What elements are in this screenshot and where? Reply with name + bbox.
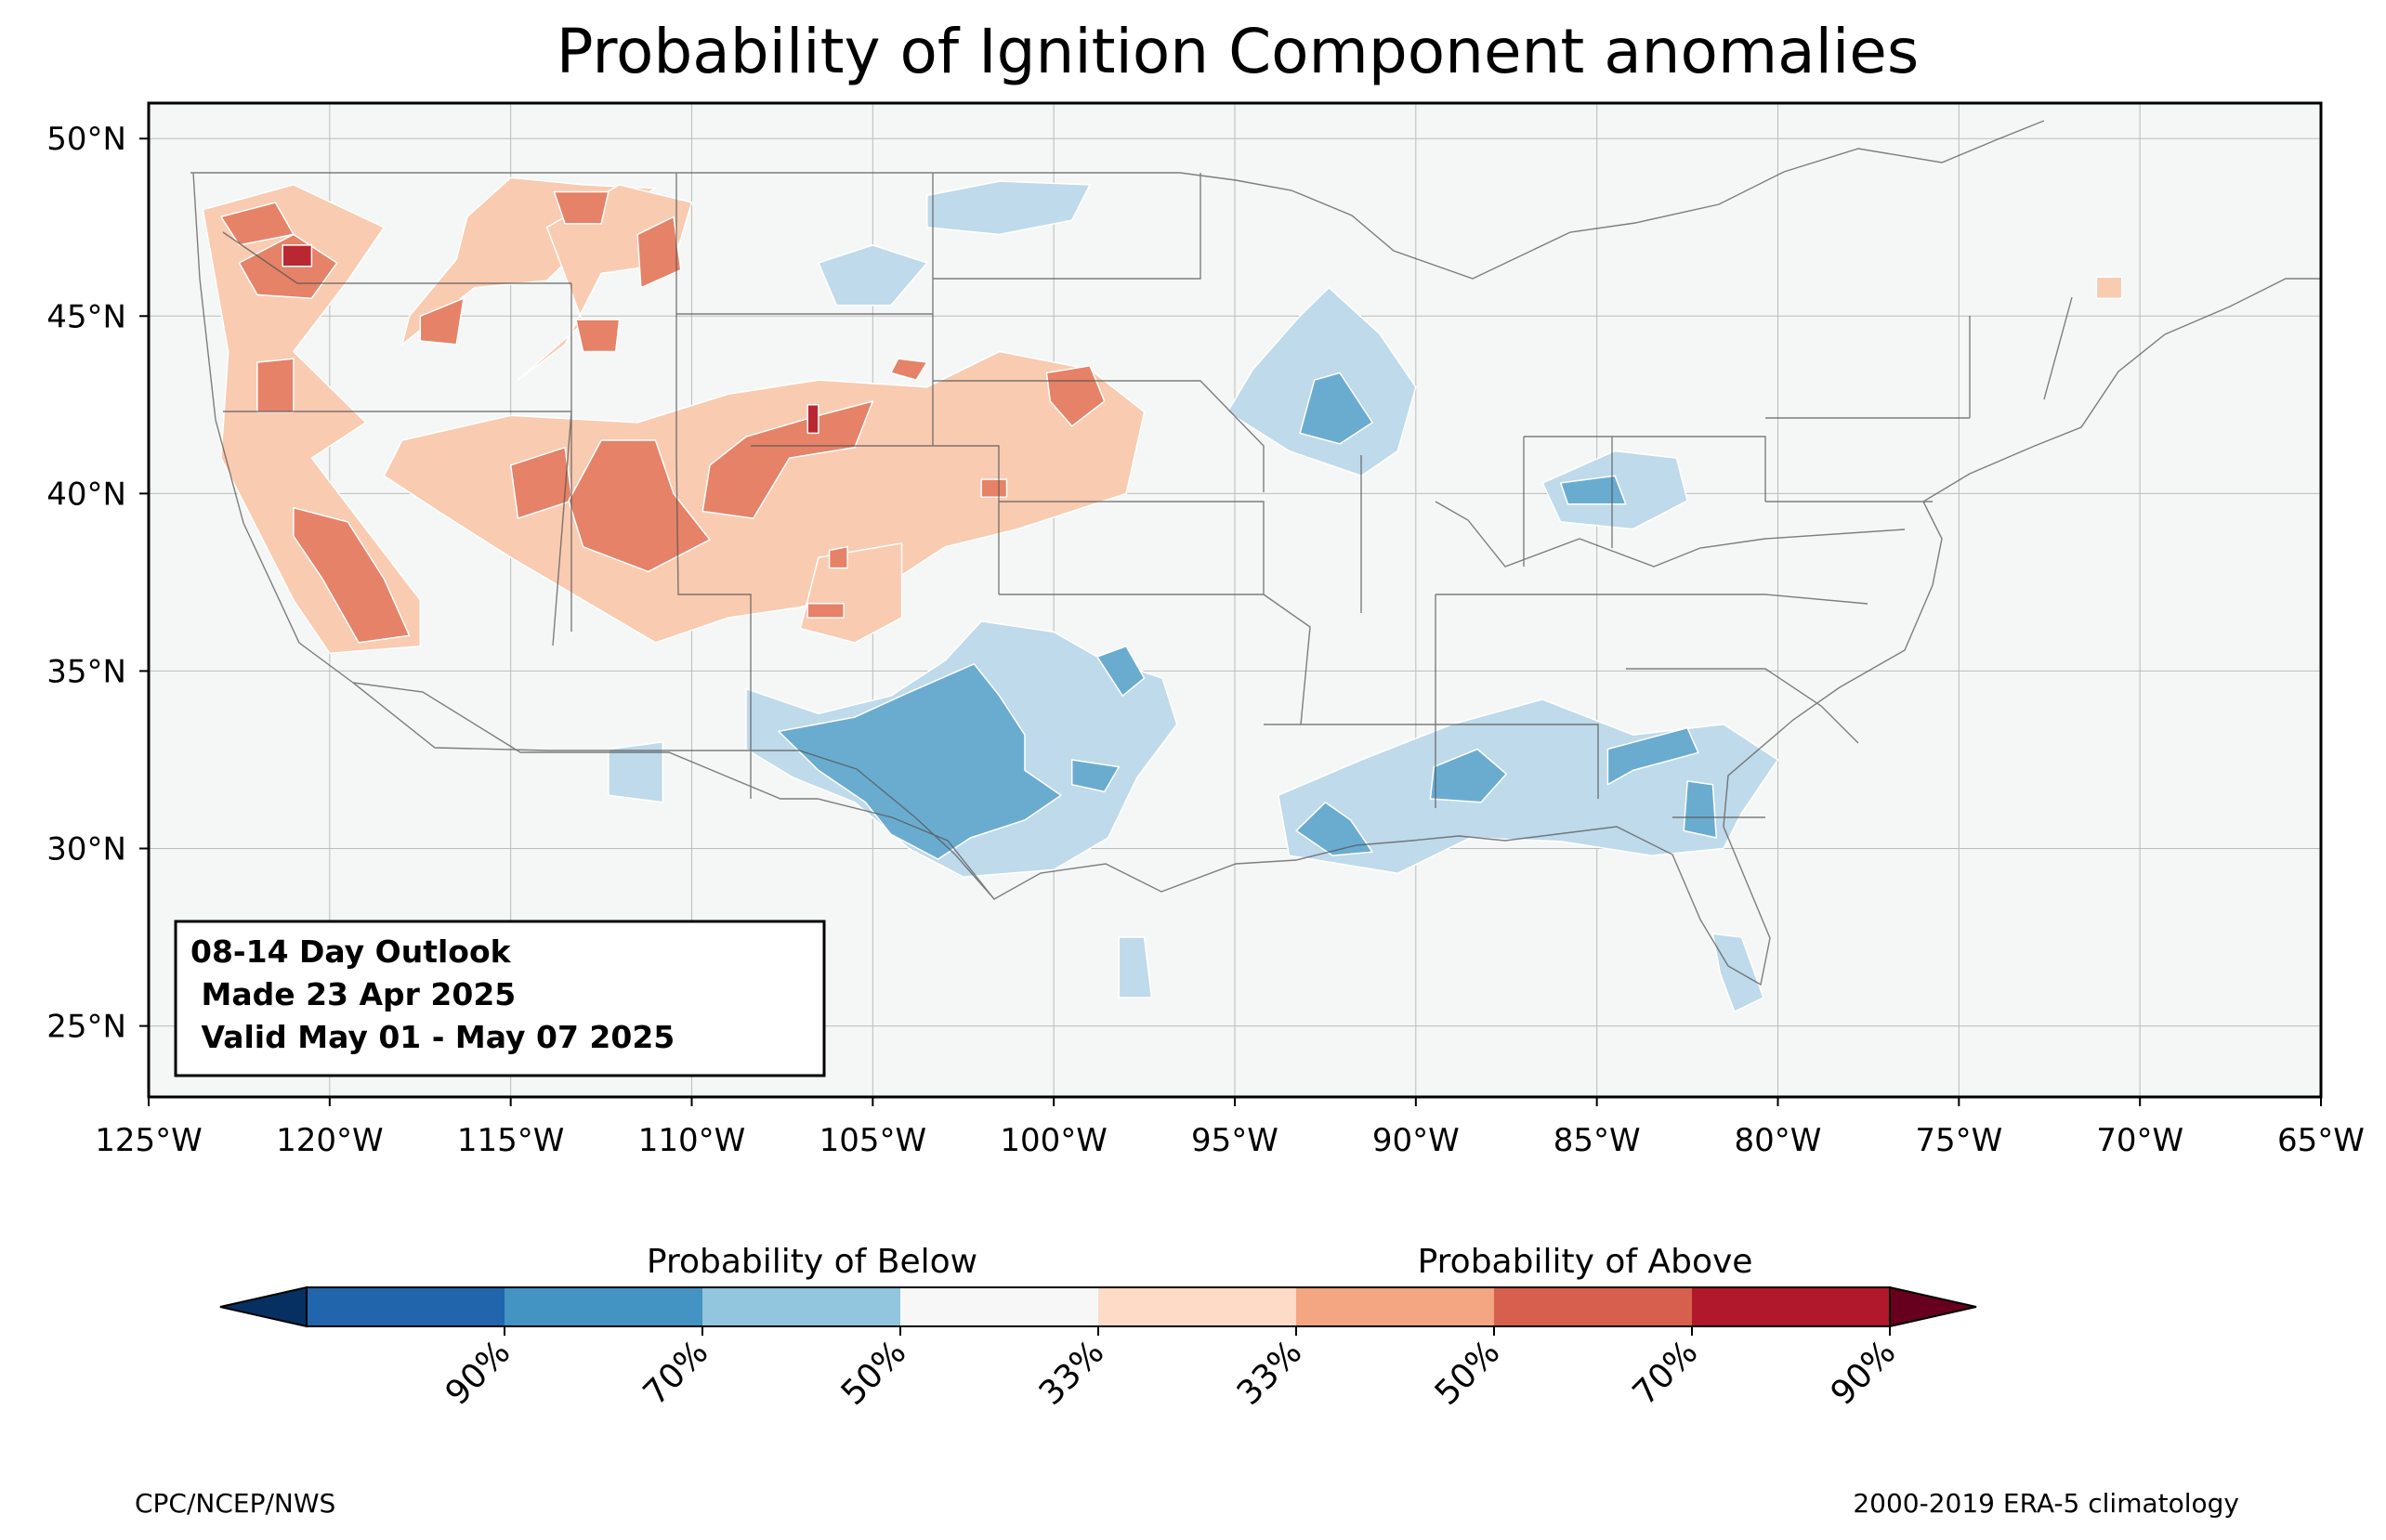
credit-right: 2000-2019 ERA-5 climatology xyxy=(1853,1488,2239,1519)
anomaly-regions xyxy=(202,176,2123,1013)
anomaly-region-above-50 xyxy=(980,478,1008,498)
northern-border xyxy=(190,120,2045,280)
anomaly-region-above-50 xyxy=(890,358,928,381)
lon-tick-label: 70°W xyxy=(2096,1122,2183,1159)
state-line xyxy=(1435,501,1906,568)
anomaly-region-above-50 xyxy=(553,190,610,225)
lon-tick-label: 65°W xyxy=(2277,1122,2365,1159)
anomaly-region-below-50 xyxy=(1429,748,1508,803)
anomaly-region-below-33 xyxy=(1118,936,1153,998)
anomaly-region-above-70 xyxy=(282,244,313,268)
lat-tick-label: 45°N xyxy=(46,298,126,335)
anomaly-region-below-50 xyxy=(1299,372,1373,445)
anomaly-region-below-50 xyxy=(1606,726,1699,786)
anomaly-region-below-50 xyxy=(1559,475,1627,505)
anomaly-region-below-50 xyxy=(1096,645,1146,697)
outlook-made-date: Made 23 Apr 2025 xyxy=(190,976,516,1012)
state-line xyxy=(933,173,1201,280)
lon-tick-label: 125°W xyxy=(95,1122,203,1159)
state-line xyxy=(999,501,1265,594)
colorbar-below-label: Probability of Below xyxy=(647,1243,977,1281)
lon-tick-label: 110°W xyxy=(638,1122,746,1159)
state-line xyxy=(2043,296,2073,400)
lat-tick-label: 40°N xyxy=(46,476,126,513)
colorbar-segment xyxy=(1098,1287,1296,1326)
anomaly-region-below-50 xyxy=(1683,780,1718,839)
state-line xyxy=(999,594,1311,725)
anomaly-region-below-33 xyxy=(608,741,664,803)
anomaly-region-below-33 xyxy=(1711,933,1764,1013)
lon-tick-label: 95°W xyxy=(1191,1122,1278,1159)
credit-left: CPC/NCEP/NWS xyxy=(135,1488,335,1519)
anomaly-region-below-33 xyxy=(818,244,928,307)
lon-tick-label: 100°W xyxy=(1000,1122,1108,1159)
colorbar-segment xyxy=(1494,1287,1692,1326)
state-line xyxy=(751,445,1000,594)
state-line xyxy=(933,380,1265,492)
anomaly-region-above-50 xyxy=(636,215,682,289)
southern-border xyxy=(352,682,995,900)
lat-tick-label: 25°N xyxy=(46,1009,126,1046)
outlook-period: 08-14 Day Outlook xyxy=(190,933,512,970)
colorbar-segment xyxy=(702,1287,900,1326)
anomaly-region-above-50 xyxy=(806,603,845,619)
anomaly-region-above-70 xyxy=(806,404,819,435)
anomaly-region-above-50 xyxy=(828,545,848,569)
colorbar-above-label: Probability of Above xyxy=(1418,1243,1753,1281)
outlook-box-frame xyxy=(174,920,826,1077)
longitude-axis: 125°W 120°W 115°W 110°W 105°W 100°W 95°W 90°W 85… xyxy=(95,1097,2365,1159)
colorbar-segment xyxy=(307,1287,505,1326)
map-title: Probability of Ignition Component anomal… xyxy=(557,16,1920,87)
state-line xyxy=(552,283,572,646)
anomaly-region-above-50 xyxy=(419,297,465,346)
lon-tick-label: 85°W xyxy=(1554,1122,1641,1159)
anomaly-region-below-33 xyxy=(926,180,1091,236)
coastline xyxy=(192,172,2321,986)
colorbar-segment xyxy=(505,1287,702,1326)
lon-tick-label: 115°W xyxy=(457,1122,565,1159)
anomaly-region-above-50 xyxy=(293,506,411,644)
lon-tick-label: 120°W xyxy=(276,1122,384,1159)
lon-tick-label: 105°W xyxy=(819,1122,927,1159)
state-line xyxy=(1524,436,1766,502)
outlook-info-box: 08-14 Day Outlook Made 23 Apr 2025 Valid… xyxy=(174,920,826,1077)
lon-tick-label: 80°W xyxy=(1735,1122,1822,1159)
anomaly-region-above-50 xyxy=(256,358,295,413)
state-boundaries xyxy=(190,120,2321,986)
outlook-valid-dates: Valid May 01 - May 07 2025 xyxy=(190,1019,675,1055)
state-line xyxy=(1435,594,1599,799)
colorbar-segment xyxy=(900,1287,1098,1326)
colorbar-segment xyxy=(1692,1287,1890,1326)
anomaly-region-above-50 xyxy=(575,319,621,353)
lon-tick-label: 75°W xyxy=(1915,1122,2002,1159)
anomaly-region-above-50 xyxy=(701,400,874,519)
state-line xyxy=(222,231,571,284)
colorbar-segments xyxy=(219,1286,1977,1328)
state-line xyxy=(675,173,752,799)
latitude-axis: 50°N 45°N 40°N 35°N 30°N 25°N xyxy=(46,121,149,1046)
lon-tick-label: 90°W xyxy=(1372,1122,1460,1159)
lat-tick-label: 50°N xyxy=(46,121,126,158)
anomaly-region-above-33 xyxy=(2095,276,2123,299)
anomaly-region-below-50 xyxy=(1070,759,1121,793)
colorbar-segment xyxy=(1296,1287,1494,1326)
anomaly-region-above-33 xyxy=(202,184,422,655)
anomaly-region-below-50 xyxy=(1295,802,1373,856)
state-line xyxy=(1436,594,1868,605)
state-line xyxy=(1626,668,1859,744)
lat-tick-label: 35°N xyxy=(46,653,126,690)
lat-tick-label: 30°N xyxy=(46,831,126,868)
